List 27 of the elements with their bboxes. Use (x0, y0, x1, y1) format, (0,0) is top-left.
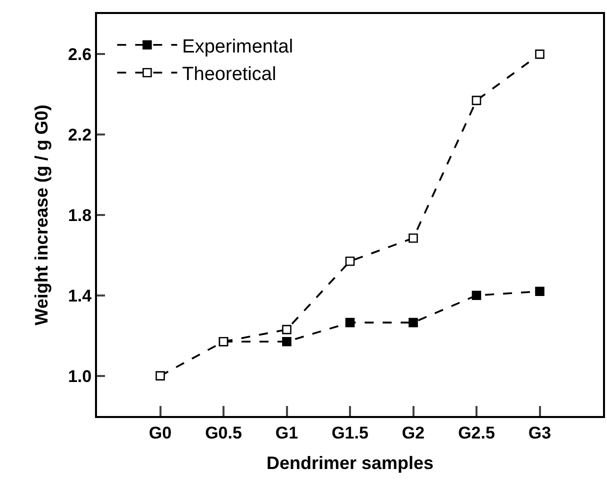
point (472, 290, 482, 300)
y-tick-label: 1.4 (68, 286, 92, 306)
x-tick-label: G1 (275, 423, 298, 442)
point (282, 336, 292, 346)
point (535, 286, 544, 296)
x-tick-label: G0.5 (205, 423, 242, 442)
legend-label: Theoretical (182, 64, 276, 86)
x-tick-label: G0 (148, 423, 172, 442)
point (345, 256, 355, 266)
x-axis-title: Dendrimer samples (266, 453, 434, 473)
point (408, 233, 418, 243)
point (408, 318, 418, 328)
point (535, 50, 544, 59)
point (282, 324, 292, 334)
x-tick-label: G1.5 (332, 423, 368, 442)
y-tick-label: 1.8 (68, 206, 92, 225)
legend-label: Experimental (182, 36, 294, 58)
y-tick-label: 2.6 (68, 45, 92, 64)
point (345, 318, 355, 328)
x-tick-label: G3 (528, 423, 552, 442)
point (472, 96, 482, 106)
y-tick-label: 2.2 (68, 126, 92, 145)
point (156, 371, 165, 380)
y-axis-title: Weight increase (g / g G0) (32, 104, 52, 326)
x-tick-label: G2 (402, 423, 425, 442)
y-tick-label: 1.0 (68, 366, 92, 386)
x-tick-label: G2.5 (458, 423, 495, 442)
